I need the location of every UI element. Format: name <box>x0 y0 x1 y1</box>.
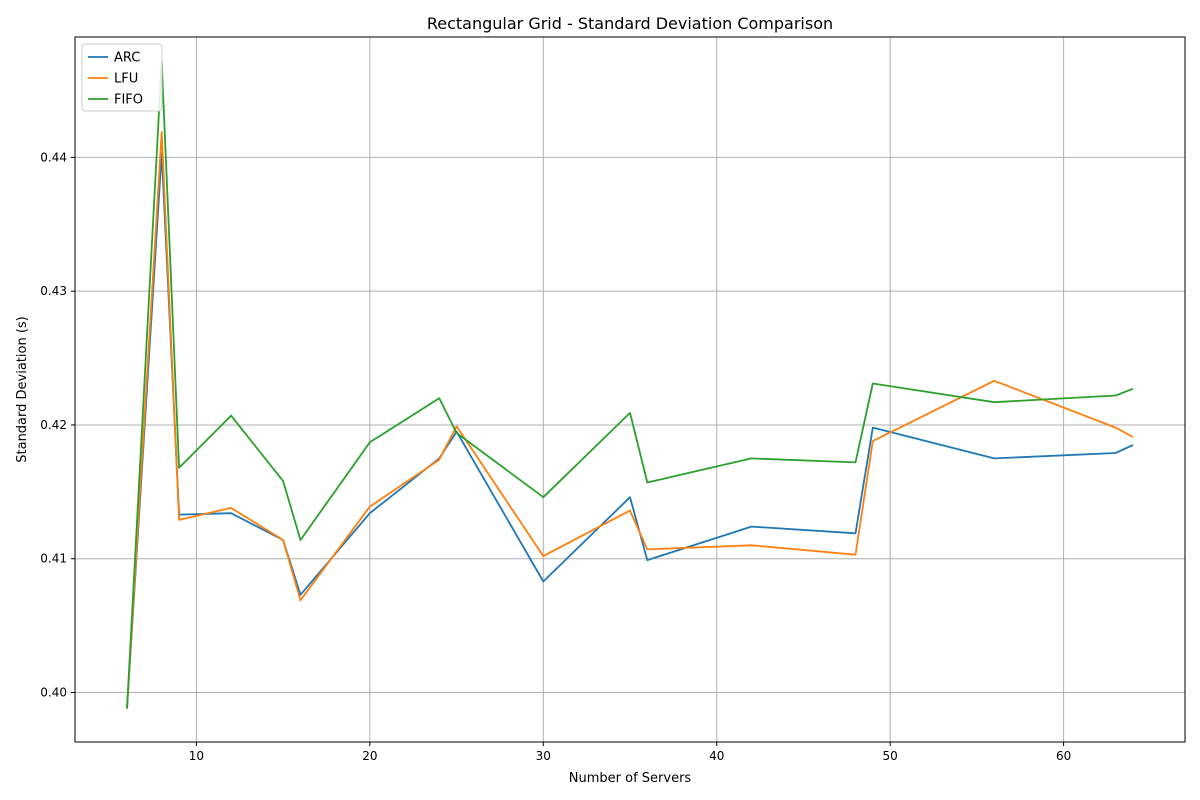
legend-box <box>81 43 163 112</box>
x-axis-ticks: 10 20 30 40 50 60 <box>189 742 1071 763</box>
legend-label-arc: ARC <box>114 51 140 66</box>
x-axis-title: Number of Servers <box>569 771 692 786</box>
legend-label-fifo: FIFO <box>114 93 143 108</box>
y-tick-label: 0.42 <box>40 418 67 432</box>
y-tick-label: 0.41 <box>40 552 67 566</box>
x-tick-label: 40 <box>709 749 724 763</box>
x-tick-label: 60 <box>1056 749 1071 763</box>
y-tick-label: 0.44 <box>40 150 67 164</box>
grid-lines <box>75 37 1185 742</box>
plot-frame <box>74 36 1186 743</box>
series-line-lfu <box>126 131 1134 709</box>
legend: ARC LFU FIFO <box>81 43 163 112</box>
y-axis-title: Standard Deviation (s) <box>15 316 30 463</box>
x-tick-label: 30 <box>536 749 551 763</box>
y-tick-label: 0.40 <box>40 686 67 700</box>
series-lines <box>126 60 1134 709</box>
x-tick-label: 50 <box>883 749 898 763</box>
series-line-fifo <box>126 60 1134 709</box>
chart-title: Rectangular Grid - Standard Deviation Co… <box>427 14 833 33</box>
series-line-arc <box>126 152 1134 709</box>
y-tick-label: 0.43 <box>40 284 67 298</box>
y-axis-ticks: 0.40 0.41 0.42 0.43 0.44 <box>40 150 75 700</box>
legend-label-lfu: LFU <box>114 72 138 87</box>
x-tick-label: 20 <box>362 749 377 763</box>
x-tick-label: 10 <box>189 749 204 763</box>
